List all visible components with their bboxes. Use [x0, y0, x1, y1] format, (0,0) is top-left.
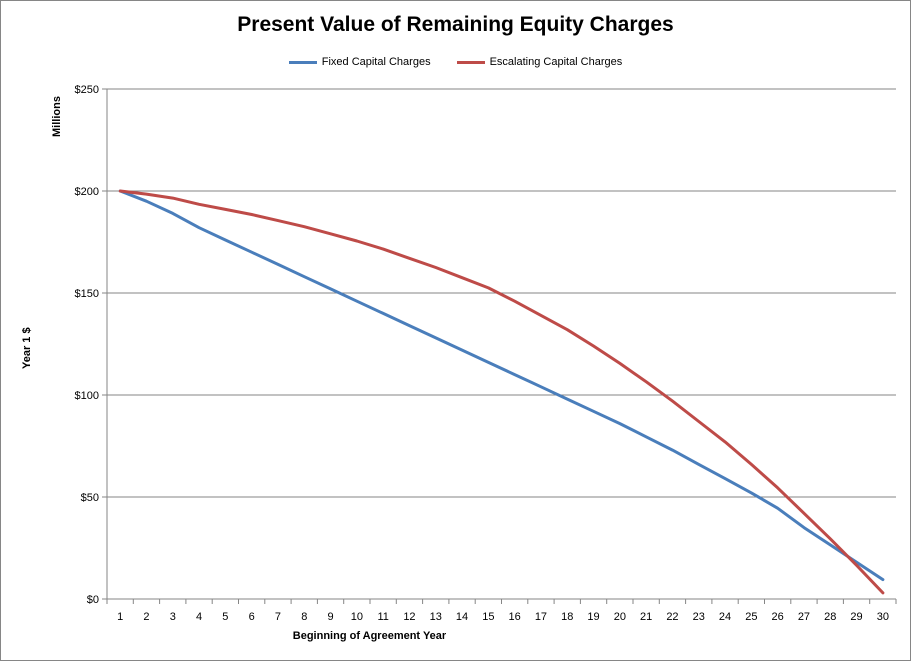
x-tick-label: 14: [456, 611, 468, 623]
legend-label-fixed: Fixed Capital Charges: [321, 56, 431, 68]
x-tick-label: 22: [666, 611, 678, 623]
x-tick-label: 24: [719, 611, 731, 623]
x-tick-label: 1: [117, 611, 123, 623]
x-axis-label-wrap: Beginning of Agreement Year: [1, 630, 910, 642]
x-tick-label: 4: [196, 611, 202, 623]
legend-item-escalating: Escalating Capital Charges: [456, 56, 623, 68]
x-tick-label: 20: [614, 611, 626, 623]
x-tick-label: 19: [587, 611, 599, 623]
series-line-escalating: [118, 189, 885, 595]
y-tick-label: $50: [81, 492, 99, 504]
x-tick-label: 10: [351, 611, 363, 623]
legend-label-escalating: Escalating Capital Charges: [489, 56, 623, 68]
x-tick-label: 2: [143, 611, 149, 623]
x-tick-label: 8: [301, 611, 307, 623]
legend-item-fixed: Fixed Capital Charges: [288, 56, 431, 68]
x-tick-label: 23: [693, 611, 705, 623]
x-tick-label: 15: [482, 611, 494, 623]
x-tick-label: 26: [772, 611, 784, 623]
x-tick-label: 28: [824, 611, 836, 623]
x-tick-label: 17: [535, 611, 547, 623]
y-tick-label: $150: [75, 288, 99, 300]
x-tick-label: 21: [640, 611, 652, 623]
x-axis-label: Beginning of Agreement Year: [292, 630, 447, 642]
chart-legend: Fixed Capital Charges Escalating Capital…: [1, 56, 910, 68]
x-tick-label: 11: [377, 611, 388, 623]
x-tick-label: 29: [850, 611, 862, 623]
chart-title: Present Value of Remaining Equity Charge…: [237, 13, 674, 36]
legend-swatch-fixed: [288, 60, 317, 64]
x-tick-label: 18: [561, 611, 573, 623]
y-tick-label: $100: [75, 390, 99, 402]
x-tick-label: 6: [249, 611, 255, 623]
x-tick-label: 30: [877, 611, 889, 623]
x-tick-label: 9: [327, 611, 333, 623]
y-tick-label: $250: [75, 84, 99, 96]
x-tick-label: 5: [222, 611, 228, 623]
x-tick-label: 3: [170, 611, 176, 623]
y-tick-label: $200: [75, 186, 99, 198]
x-tick-label: 12: [403, 611, 415, 623]
x-tick-label: 27: [798, 611, 810, 623]
x-tick-label: 13: [430, 611, 442, 623]
y-tick-label: $0: [87, 594, 99, 606]
series-line-fixed: [118, 189, 885, 582]
x-tick-label: 7: [275, 611, 281, 623]
legend-swatch-escalating: [456, 60, 485, 64]
x-tick-label: 25: [745, 611, 757, 623]
x-tick-label: 16: [509, 611, 521, 623]
